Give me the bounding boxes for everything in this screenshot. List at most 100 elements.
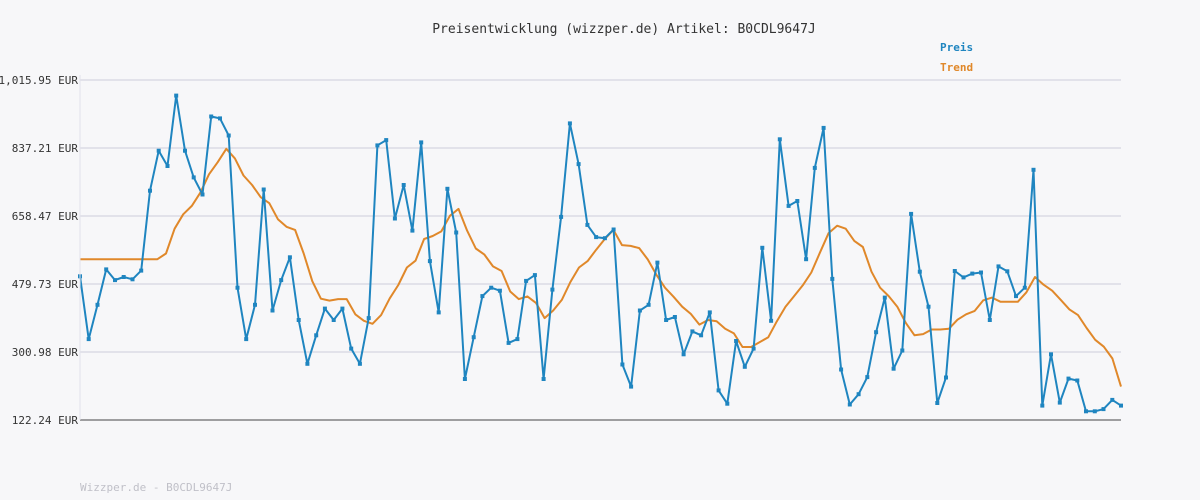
data-point-preis xyxy=(830,276,835,281)
data-point-preis xyxy=(366,316,371,321)
data-point-preis xyxy=(970,271,975,276)
data-point-preis xyxy=(541,377,546,381)
data-point-preis xyxy=(629,384,634,389)
data-point-preis xyxy=(322,306,327,311)
data-point-preis xyxy=(961,275,966,280)
data-point-preis xyxy=(340,306,345,311)
data-point-preis xyxy=(734,339,739,343)
data-point-preis xyxy=(812,165,817,170)
data-point-preis xyxy=(690,329,695,334)
data-point-preis xyxy=(200,192,205,197)
data-point-preis xyxy=(795,199,800,203)
data-point-preis xyxy=(375,143,380,148)
data-point-preis xyxy=(296,318,301,322)
data-point-preis xyxy=(576,162,581,167)
data-point-preis xyxy=(218,116,222,121)
data-point-preis xyxy=(786,203,791,208)
data-point-preis xyxy=(331,318,336,322)
data-point-preis xyxy=(226,133,231,138)
data-point-preis xyxy=(174,93,179,98)
data-point-preis xyxy=(804,257,809,262)
data-point-preis xyxy=(567,121,572,126)
y-tick-label: 658.47 EUR xyxy=(12,210,79,223)
data-point-preis xyxy=(681,352,686,357)
data-point-preis xyxy=(1014,294,1018,299)
data-point-preis xyxy=(480,294,485,299)
data-point-preis xyxy=(672,315,677,319)
data-point-preis xyxy=(445,186,450,191)
data-point-preis xyxy=(113,278,117,283)
series-lines xyxy=(79,94,1122,413)
y-tick-label: 837.21 EUR xyxy=(12,142,79,155)
data-point-preis xyxy=(287,255,292,260)
preis-markers xyxy=(78,93,1123,414)
data-point-preis xyxy=(261,187,266,192)
data-point-preis xyxy=(349,346,354,351)
data-point-preis xyxy=(777,137,782,142)
data-point-preis xyxy=(532,273,537,278)
data-point-preis xyxy=(121,275,126,279)
data-point-preis xyxy=(602,236,607,241)
data-point-preis xyxy=(699,333,704,338)
data-point-preis xyxy=(471,335,476,340)
y-tick-label: 1,015.95 EUR xyxy=(0,74,78,87)
data-point-preis xyxy=(314,333,319,338)
data-point-preis xyxy=(856,392,861,397)
data-point-preis xyxy=(1092,409,1097,414)
y-tick-label: 479.73 EUR xyxy=(12,278,79,291)
data-point-preis xyxy=(646,302,651,307)
data-point-preis xyxy=(454,230,459,235)
data-point-preis xyxy=(515,337,520,342)
data-point-preis xyxy=(900,348,905,353)
chart-title: Preisentwicklung (wizzper.de) Artikel: B… xyxy=(432,22,816,37)
data-point-preis xyxy=(594,235,599,240)
data-point-preis xyxy=(95,302,100,307)
data-point-preis xyxy=(865,375,870,380)
data-point-preis xyxy=(462,377,467,381)
data-point-preis xyxy=(637,308,642,313)
y-tick-labels: 122.24 EUR 300.98 EUR 479.73 EUR 658.47 EUR… xyxy=(0,74,78,427)
data-point-preis xyxy=(1040,403,1045,408)
footer-watermark: Wizzper.de - B0CDL9647J xyxy=(80,481,232,494)
data-point-preis xyxy=(305,361,310,366)
data-point-preis xyxy=(392,216,397,221)
data-point-preis xyxy=(384,138,389,143)
data-point-preis xyxy=(524,278,529,283)
data-point-preis xyxy=(191,175,196,180)
data-point-preis xyxy=(585,222,590,227)
data-point-preis xyxy=(821,125,826,130)
data-point-preis xyxy=(926,304,931,309)
data-point-preis xyxy=(427,259,432,264)
data-point-preis xyxy=(489,285,494,290)
legend-preis: Preis xyxy=(940,41,973,54)
data-point-preis xyxy=(497,288,502,293)
data-point-preis xyxy=(655,260,660,265)
data-point-preis xyxy=(909,211,914,216)
data-point-preis xyxy=(148,188,152,193)
data-point-preis xyxy=(751,346,756,351)
data-point-preis xyxy=(725,401,730,406)
data-point-preis xyxy=(104,267,109,272)
data-point-preis xyxy=(1075,378,1080,383)
data-point-preis xyxy=(917,269,922,274)
legend-trend: Trend xyxy=(940,61,973,74)
data-point-preis xyxy=(183,148,187,153)
data-point-preis xyxy=(253,302,257,307)
data-point-preis xyxy=(401,183,406,187)
data-point-preis xyxy=(979,270,983,275)
data-point-preis xyxy=(1031,167,1036,172)
data-point-preis xyxy=(1049,352,1053,357)
data-point-preis xyxy=(874,330,879,335)
data-point-preis xyxy=(156,148,161,153)
data-point-preis xyxy=(707,310,712,315)
series-line-preis xyxy=(79,94,1122,413)
data-point-preis xyxy=(209,114,214,119)
data-point-preis xyxy=(1119,403,1123,408)
data-point-preis xyxy=(1066,376,1071,381)
data-point-preis xyxy=(987,318,992,322)
data-point-preis xyxy=(1084,409,1088,414)
data-point-preis xyxy=(1057,400,1062,405)
data-point-preis xyxy=(952,269,957,273)
data-point-preis xyxy=(130,277,135,282)
